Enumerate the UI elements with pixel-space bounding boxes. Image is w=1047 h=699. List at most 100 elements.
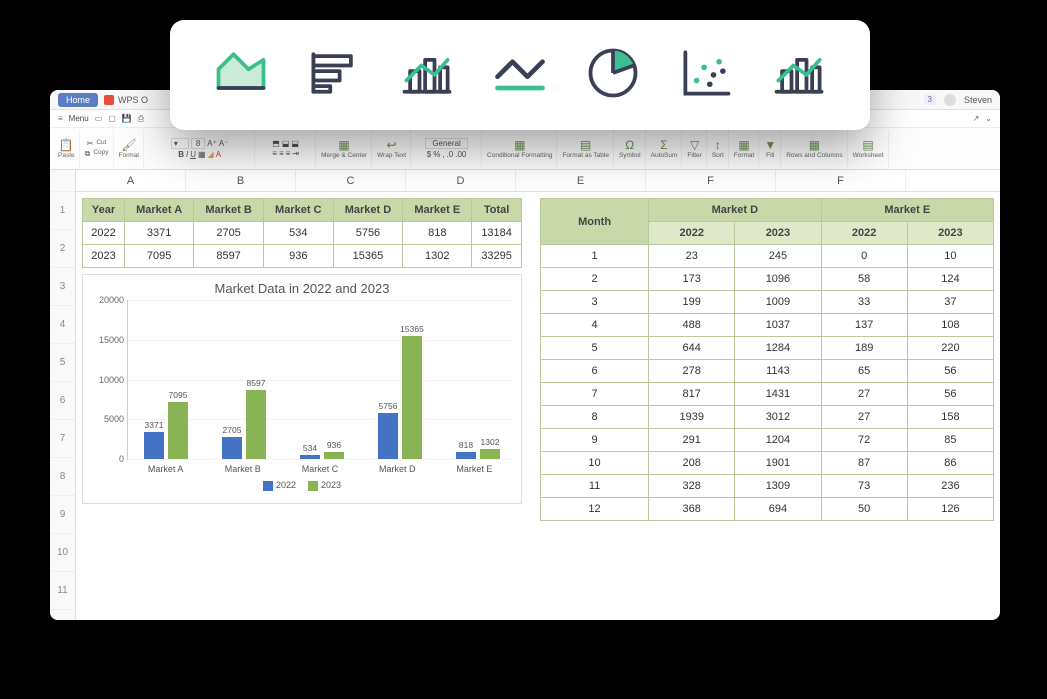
col-header[interactable]: C: [296, 170, 406, 191]
cell[interactable]: 7095: [125, 245, 194, 268]
align-bottom-icon[interactable]: ⬓: [291, 139, 299, 148]
cell[interactable]: 5756: [333, 222, 403, 245]
horizontal-bar-chart-icon[interactable]: [304, 43, 364, 108]
cell[interactable]: 126: [907, 498, 993, 521]
wrap-icon[interactable]: ↩: [387, 138, 397, 152]
save-icon[interactable]: 💾: [122, 114, 132, 123]
font-family-select[interactable]: ▾: [171, 138, 189, 149]
align-top-icon[interactable]: ⬒: [272, 139, 280, 148]
sort-icon[interactable]: ↕: [715, 138, 721, 152]
cell[interactable]: 23: [649, 245, 735, 268]
indent-icon[interactable]: ⇥: [292, 149, 299, 158]
combo-chart-icon[interactable]: [769, 43, 829, 108]
cell[interactable]: 3: [541, 291, 649, 314]
align-middle-icon[interactable]: ⬓: [282, 139, 290, 148]
cell[interactable]: 936: [263, 245, 333, 268]
cell[interactable]: 7: [541, 383, 649, 406]
cell[interactable]: 1204: [735, 429, 821, 452]
cell[interactable]: 65: [821, 360, 907, 383]
row-header[interactable]: 4: [50, 306, 75, 344]
underline-icon[interactable]: U: [190, 150, 196, 159]
fmt-table-icon[interactable]: ▤: [580, 138, 591, 152]
cell[interactable]: 1901: [735, 452, 821, 475]
cell[interactable]: 9: [541, 429, 649, 452]
col-header[interactable]: F: [776, 170, 906, 191]
cell[interactable]: 644: [649, 337, 735, 360]
cell[interactable]: 208: [649, 452, 735, 475]
col-header[interactable]: A: [76, 170, 186, 191]
hamburger-icon[interactable]: ≡: [58, 114, 63, 123]
cell[interactable]: 2: [541, 268, 649, 291]
cell[interactable]: 85: [907, 429, 993, 452]
cell[interactable]: 2705: [194, 222, 264, 245]
home-button[interactable]: Home: [58, 93, 98, 107]
open-icon[interactable]: ▢: [108, 114, 116, 123]
cell[interactable]: 328: [649, 475, 735, 498]
row-header[interactable]: 10: [50, 534, 75, 572]
cell[interactable]: 534: [263, 222, 333, 245]
cell[interactable]: 6: [541, 360, 649, 383]
row-header[interactable]: 9: [50, 496, 75, 534]
share-icon[interactable]: ↗: [973, 114, 980, 123]
cell[interactable]: 1: [541, 245, 649, 268]
font-shrink-icon[interactable]: A⁻: [219, 139, 229, 148]
cell[interactable]: 1939: [649, 406, 735, 429]
cell[interactable]: 108: [907, 314, 993, 337]
cond-fmt-icon[interactable]: ▦: [514, 138, 525, 152]
cell[interactable]: 488: [649, 314, 735, 337]
percent-icon[interactable]: %: [433, 150, 440, 159]
autosum-icon[interactable]: Σ: [660, 138, 667, 152]
cell[interactable]: 1431: [735, 383, 821, 406]
cell[interactable]: 8597: [194, 245, 264, 268]
cell[interactable]: 86: [907, 452, 993, 475]
border-icon[interactable]: ▦: [198, 150, 206, 159]
cell[interactable]: 56: [907, 383, 993, 406]
currency-icon[interactable]: $: [427, 150, 431, 159]
cell[interactable]: 817: [649, 383, 735, 406]
format-icon[interactable]: ▦: [738, 138, 749, 152]
cell[interactable]: 3012: [735, 406, 821, 429]
align-center-icon[interactable]: ≡: [279, 149, 284, 158]
comma-icon[interactable]: ,: [442, 150, 444, 159]
row-header[interactable]: 1: [50, 192, 75, 230]
row-header[interactable]: 8: [50, 458, 75, 496]
print-icon[interactable]: ⎙: [138, 114, 144, 124]
cell[interactable]: 0: [821, 245, 907, 268]
cell[interactable]: 56: [907, 360, 993, 383]
font-color-icon[interactable]: A: [216, 150, 221, 159]
cell[interactable]: 1284: [735, 337, 821, 360]
cell[interactable]: 220: [907, 337, 993, 360]
align-right-icon[interactable]: ≡: [286, 149, 291, 158]
inc-decimal-icon[interactable]: .0: [447, 150, 454, 159]
col-header[interactable]: B: [186, 170, 296, 191]
cell[interactable]: 4: [541, 314, 649, 337]
filter-icon[interactable]: ▽: [690, 138, 699, 152]
fill-icon[interactable]: ▼: [764, 138, 776, 152]
copy-icon[interactable]: ⧉: [85, 149, 91, 159]
cell[interactable]: 27: [821, 383, 907, 406]
cell[interactable]: 87: [821, 452, 907, 475]
merge-icon[interactable]: ▦: [338, 138, 349, 152]
cell[interactable]: 1309: [735, 475, 821, 498]
cell[interactable]: 2022: [83, 222, 125, 245]
cell[interactable]: 11: [541, 475, 649, 498]
row-header[interactable]: 3: [50, 268, 75, 306]
pie-chart-icon[interactable]: [583, 43, 643, 108]
cell[interactable]: 2023: [83, 245, 125, 268]
cell[interactable]: 5: [541, 337, 649, 360]
cell[interactable]: 10: [907, 245, 993, 268]
cell[interactable]: 15365: [333, 245, 403, 268]
cell[interactable]: 37: [907, 291, 993, 314]
cell[interactable]: 124: [907, 268, 993, 291]
worksheet-icon[interactable]: ▤: [862, 138, 873, 152]
cell[interactable]: 1037: [735, 314, 821, 337]
bold-icon[interactable]: B: [178, 150, 184, 159]
cell[interactable]: 72: [821, 429, 907, 452]
cell[interactable]: 278: [649, 360, 735, 383]
cell[interactable]: 236: [907, 475, 993, 498]
chevron-down-icon[interactable]: ⌄: [985, 114, 992, 123]
italic-icon[interactable]: I: [186, 150, 188, 159]
cell[interactable]: 73: [821, 475, 907, 498]
cell[interactable]: 1096: [735, 268, 821, 291]
cell[interactable]: 245: [735, 245, 821, 268]
